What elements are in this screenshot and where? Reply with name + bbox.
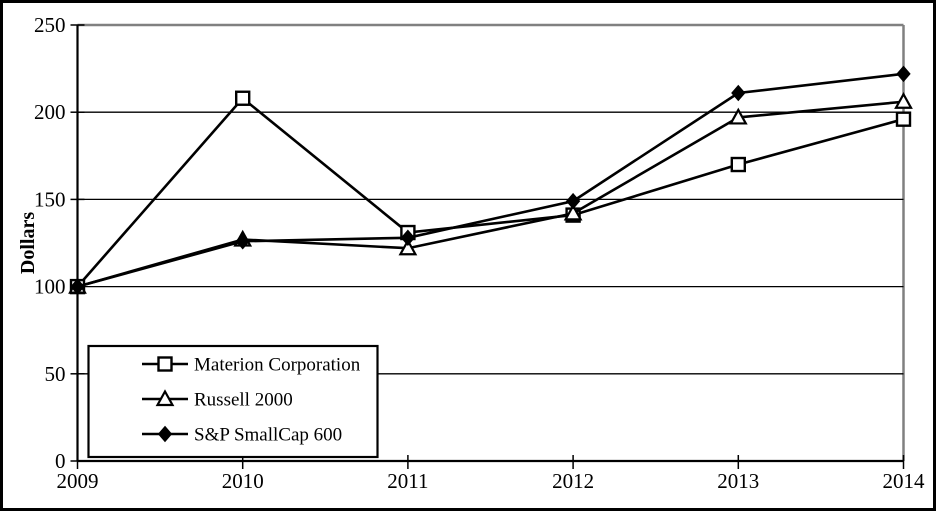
marker-russell-2000-2013 [728, 107, 748, 125]
legend-label-s-p-smallcap-600: S&P SmallCap 600 [194, 425, 342, 446]
legend: Materion Corporation Russell 2000 S&P Smal… [87, 344, 379, 459]
y-tick-label-100: 100 [34, 275, 66, 299]
marker-russell-2000-2014 [894, 91, 913, 109]
x-tick-label-2013: 2013 [717, 469, 759, 493]
marker-russell-2000-2011 [398, 238, 418, 256]
y-tick-label-50: 50 [45, 362, 66, 386]
legend-box [87, 344, 379, 459]
y-tick-label-0: 0 [55, 449, 66, 473]
marker-materion-corporation-2014 [895, 111, 912, 127]
marker-s-p-smallcap-600-2009 [70, 278, 85, 295]
y-tick-label-200: 200 [34, 100, 66, 124]
marker-materion-corporation-2010 [234, 90, 251, 106]
y-axis-title: Dollars [17, 212, 39, 274]
x-tick-label-2012: 2012 [552, 469, 594, 493]
legend-item-s-p-smallcap-600: S&P SmallCap 600 [142, 425, 342, 446]
series-s-p-smallcap-600 [70, 65, 911, 295]
marker-materion-corporation-2013 [730, 156, 746, 173]
legend-marker-s-p-smallcap-600 [157, 425, 173, 443]
legend-label-russell-2000: Russell 2000 [194, 390, 293, 411]
x-tick-label-2009: 2009 [57, 469, 99, 493]
x-tick-label-2010: 2010 [222, 469, 264, 493]
x-tick-label-2011: 2011 [387, 469, 428, 493]
legend-item-materion-corporation: Materion Corporation [142, 355, 361, 376]
marker-s-p-smallcap-600-2014 [896, 65, 911, 83]
marker-s-p-smallcap-600-2010 [235, 232, 250, 250]
marker-s-p-smallcap-600-2012 [565, 192, 581, 210]
x-tick-label-2014: 2014 [883, 469, 926, 493]
legend-item-russell-2000: Russell 2000 [142, 389, 293, 411]
marker-s-p-smallcap-600-2013 [731, 84, 746, 102]
marker-s-p-smallcap-600-2011 [400, 229, 416, 247]
legend-marker-russell-2000 [155, 389, 175, 407]
series-line-materion-corporation [76, 96, 904, 288]
series-line-s-p-smallcap-600 [77, 72, 904, 288]
y-tick-label-150: 150 [34, 187, 66, 211]
marker-russell-2000-2012 [563, 203, 583, 221]
y-tick-label-250: 250 [34, 13, 66, 37]
legend-marker-materion-corporation [157, 356, 173, 372]
series-line-russell-2000 [77, 100, 904, 288]
legend-label-materion-corporation: Materion Corporation [194, 355, 361, 376]
